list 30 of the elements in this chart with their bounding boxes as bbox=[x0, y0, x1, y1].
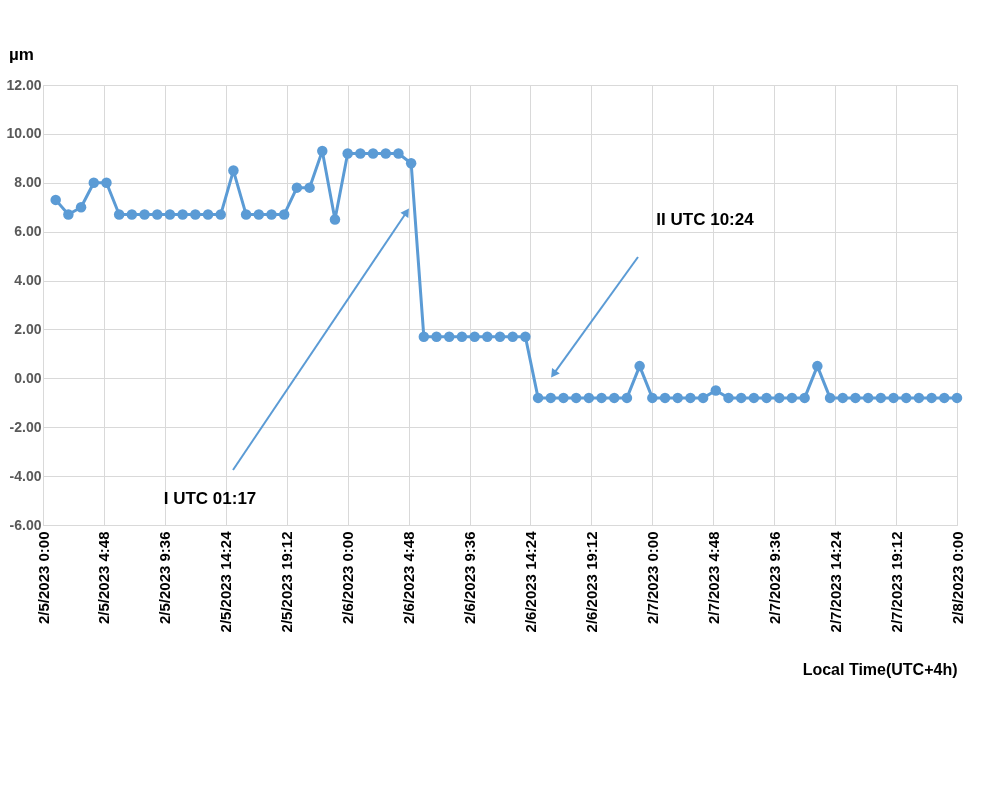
annotation: I UTC 01:17 bbox=[163, 489, 257, 508]
x-axis-title: Local Time(UTC+4h) bbox=[802, 661, 958, 679]
x-tick-label: 2/5/2023 19:12 bbox=[278, 531, 296, 633]
y-tick-label: -6.00 bbox=[9, 516, 42, 533]
x-tick-label: 2/7/2023 19:12 bbox=[887, 531, 905, 633]
x-tick-label: 2/8/2023 0:00 bbox=[948, 531, 966, 625]
y-tick-label: -2.00 bbox=[9, 418, 42, 435]
x-tick-label: 2/5/2023 4:48 bbox=[95, 531, 113, 625]
x-tick-label: 2/7/2023 4:48 bbox=[704, 531, 722, 625]
x-tick-label: 2/5/2023 14:24 bbox=[217, 530, 235, 633]
x-tick-label: 2/7/2023 9:36 bbox=[765, 531, 783, 625]
y-axis-title: µm bbox=[9, 44, 34, 64]
x-tick-label: 2/6/2023 0:00 bbox=[339, 531, 357, 625]
y-tick-label: 4.00 bbox=[14, 272, 42, 289]
x-tick-label: 2/7/2023 14:24 bbox=[826, 530, 844, 633]
y-tick-label: 8.00 bbox=[14, 174, 42, 191]
x-tick-label: 2/6/2023 19:12 bbox=[582, 531, 600, 633]
x-tick-label: 2/6/2023 14:24 bbox=[521, 530, 539, 633]
y-tick-label: 10.00 bbox=[6, 125, 42, 142]
x-tick-label: 2/5/2023 9:36 bbox=[156, 531, 174, 625]
y-tick-label: 2.00 bbox=[14, 320, 42, 337]
annotation: II UTC 10:24 bbox=[656, 210, 755, 229]
x-tick-label: 2/5/2023 0:00 bbox=[34, 531, 52, 625]
y-tick-label: 0.00 bbox=[14, 369, 42, 386]
x-tick-label: 2/6/2023 9:36 bbox=[461, 531, 479, 625]
y-tick-label: 12.00 bbox=[6, 76, 42, 93]
x-tick-label: 2/7/2023 0:00 bbox=[643, 531, 661, 625]
y-tick-label: -4.00 bbox=[9, 467, 42, 484]
y-tick-label: 6.00 bbox=[14, 223, 42, 240]
x-tick-label: 2/6/2023 4:48 bbox=[400, 531, 418, 625]
